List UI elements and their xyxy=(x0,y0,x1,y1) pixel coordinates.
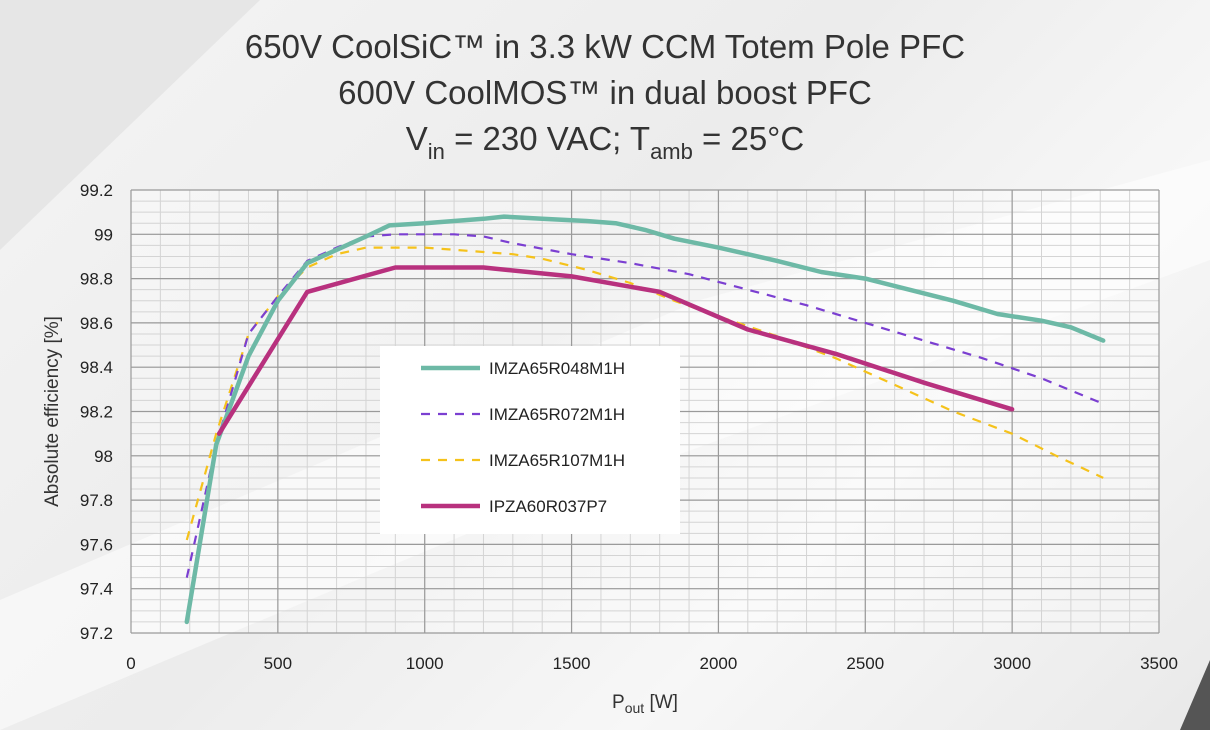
series-line-ipza60r037p7 xyxy=(216,265,1015,436)
chart-title-line-2: 600V CoolMOS™ in dual boost PFC xyxy=(338,74,872,111)
legend-label: IPZA60R037P7 xyxy=(489,497,607,516)
y-tick-label: 99 xyxy=(94,225,113,244)
title-t-subscript: amb xyxy=(650,139,693,164)
x-tick-label: 3500 xyxy=(1140,654,1178,673)
x-tick-label: 2000 xyxy=(700,654,738,673)
y-tick-label: 98.4 xyxy=(80,358,113,377)
x-axis-label-main: P xyxy=(612,692,625,713)
legend: IMZA65R048M1H IMZA65R072M1H IMZA65R107M1H I… xyxy=(380,346,680,534)
series-layer xyxy=(184,214,1106,625)
title-v-symbol: V xyxy=(405,120,428,157)
y-axis-label: Absolute efficiency [%] xyxy=(42,316,63,507)
x-tick-label: 3000 xyxy=(993,654,1031,673)
y-tick-label: 97.2 xyxy=(80,624,113,643)
x-tick-label: 2500 xyxy=(846,654,884,673)
legend-box xyxy=(380,346,680,534)
x-tick-label: 0 xyxy=(126,654,135,673)
y-tick-label: 98.2 xyxy=(80,403,113,422)
legend-label: IMZA65R048M1H xyxy=(489,359,625,378)
title-end-text: = 25°C xyxy=(692,120,805,157)
x-axis-label-sub: out xyxy=(625,700,645,716)
x-axis-label-unit: [W] xyxy=(644,692,678,713)
x-axis-label: Pout [W] xyxy=(612,692,678,716)
y-tick-label: 98.8 xyxy=(80,270,113,289)
y-tick-label: 97.6 xyxy=(80,535,113,554)
y-tick-label: 97.8 xyxy=(80,491,113,510)
y-tick-label: 99.2 xyxy=(80,181,113,200)
title-v-subscript: in xyxy=(427,139,445,164)
legend-label: IMZA65R107M1H xyxy=(489,451,625,470)
axis-tick-labels: 0 500 1000 1500 2000 2500 3000 3500 97.2 97.4 97.6… xyxy=(80,181,1178,673)
legend-label: IMZA65R072M1H xyxy=(489,405,625,424)
x-tick-label: 500 xyxy=(264,654,292,673)
title-mid-text: = 230 VAC; T xyxy=(444,120,651,157)
y-tick-label: 98 xyxy=(94,447,113,466)
background-corner-shade xyxy=(1180,660,1210,730)
x-tick-label: 1500 xyxy=(553,654,591,673)
chart-title-line-3: Vin = 230 VAC; Tamb = 25°C xyxy=(0,116,1210,164)
series-line-imza65r048m1h xyxy=(184,214,1106,625)
y-tick-label: 98.6 xyxy=(80,314,113,333)
y-tick-label: 97.4 xyxy=(80,580,113,599)
background-facet-topleft xyxy=(0,0,260,250)
x-tick-label: 1000 xyxy=(406,654,444,673)
chart-title-line-1: 650V CoolSiC™ in 3.3 kW CCM Totem Pole P… xyxy=(244,28,966,65)
